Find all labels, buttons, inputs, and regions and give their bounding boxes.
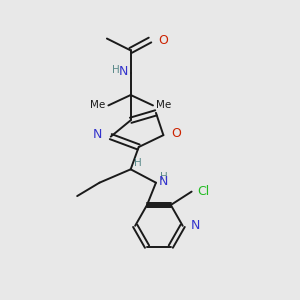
Text: N: N bbox=[191, 219, 200, 232]
Text: O: O bbox=[172, 127, 182, 140]
Text: Me: Me bbox=[90, 100, 105, 110]
Text: Me: Me bbox=[156, 100, 171, 110]
Text: Cl: Cl bbox=[197, 185, 209, 198]
Text: N: N bbox=[159, 175, 168, 188]
Text: H: H bbox=[160, 172, 168, 182]
Text: H: H bbox=[112, 65, 119, 75]
Text: N: N bbox=[118, 65, 128, 78]
Text: O: O bbox=[158, 34, 168, 46]
Text: N: N bbox=[93, 128, 102, 141]
Text: H: H bbox=[134, 158, 142, 168]
